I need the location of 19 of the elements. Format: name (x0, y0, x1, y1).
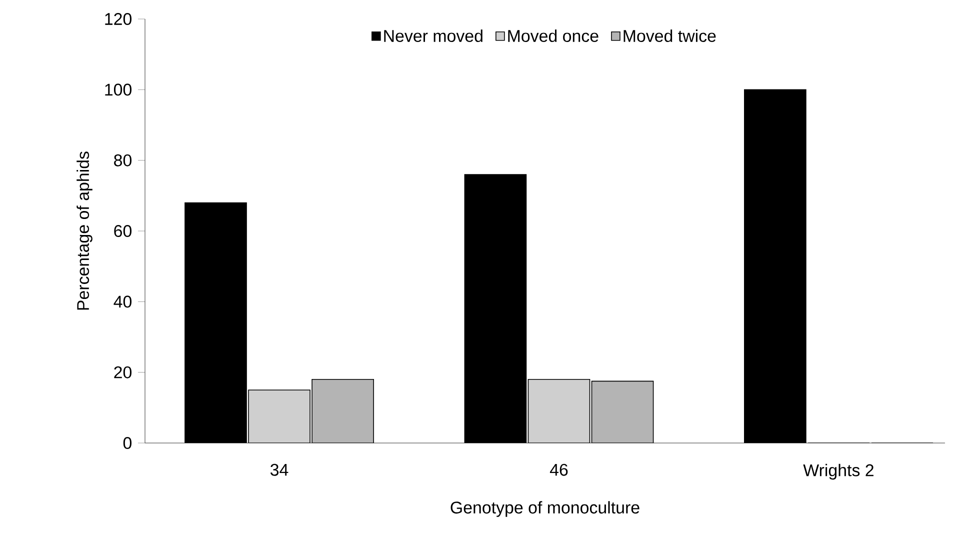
y-tick-label: 100 (105, 84, 132, 96)
x-tick-label: 46 (550, 464, 568, 476)
x-axis-title: Genotype of monoculture (450, 501, 640, 517)
bar (248, 390, 310, 443)
y-axis-title: Percentage of aphids (76, 152, 92, 310)
y-tick-label: 80 (114, 154, 132, 166)
y-tick-label: 40 (114, 296, 132, 308)
y-tick-label: 20 (114, 366, 132, 378)
bar (312, 379, 374, 443)
legend-label: Moved once (508, 30, 598, 42)
y-tick-label: 60 (114, 225, 132, 237)
x-tick-label: 34 (270, 464, 288, 476)
y-tick-label: 0 (123, 437, 132, 450)
y-tick-label: 120 (105, 13, 132, 25)
legend-label: Never moved (384, 30, 482, 42)
x-tick-label: Wrights 2 (803, 464, 874, 480)
legend-label: Moved twice (624, 30, 716, 42)
bar (528, 379, 590, 443)
bar (591, 380, 654, 443)
